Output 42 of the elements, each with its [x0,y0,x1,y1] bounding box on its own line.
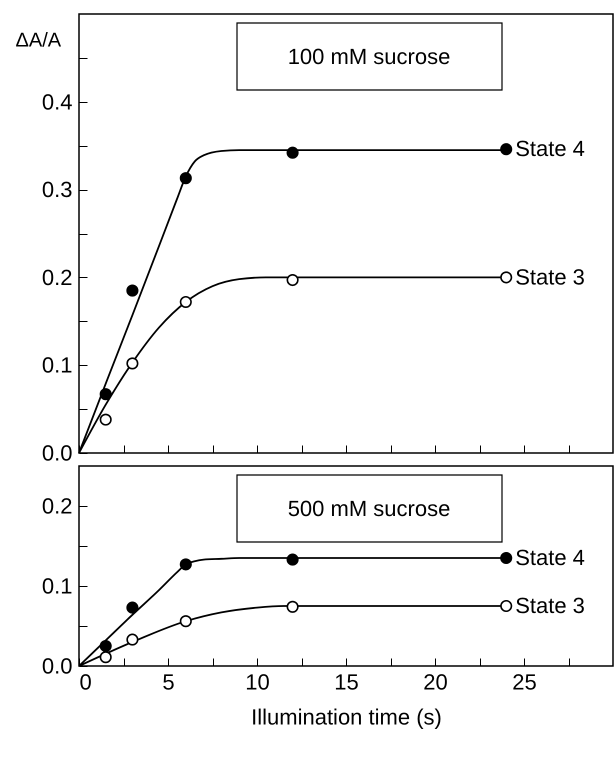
point [286,274,299,286]
point [100,651,112,664]
y-tick-label: 0.2 [42,494,72,518]
point [500,143,512,156]
series-label: State 3 [515,264,585,290]
y-tick-label: 0.4 [42,89,72,114]
annotation: 500 mM sucrose [288,496,450,521]
point [100,640,112,652]
x-tick-label: 25 [512,670,537,694]
point [126,284,138,297]
series-label: State 3 [515,593,585,618]
x-axis-title: Illumination time (s) [251,704,442,730]
point [180,558,192,570]
y-tick-label: 0.2 [42,264,72,290]
point [126,357,138,370]
x-tick-label: 15 [334,670,359,694]
x-tick-label: 5 [162,670,175,694]
y-tick-label: 0.0 [42,654,72,678]
point [126,602,138,614]
point [180,615,192,628]
x-tick-label: 0 [80,670,92,694]
point [180,172,192,184]
y-axis-title: ΔA/A [16,30,62,52]
x-tick-label: 20 [423,670,448,694]
annotation: 100 mM sucrose [288,44,450,69]
point [180,296,192,308]
point [500,552,512,564]
point [286,146,299,159]
point [100,414,112,426]
point [100,388,112,400]
series-label: State 4 [515,136,585,162]
point [286,600,299,613]
y-tick-label: 0.3 [42,177,72,202]
point [500,271,512,284]
point [500,600,512,612]
point [286,554,299,566]
x-tick-label: 10 [245,670,270,694]
y-tick-label: 0.1 [42,574,72,598]
y-tick-label: 0.1 [42,352,72,378]
y-tick-label: 0.0 [42,440,72,466]
series-label: State 4 [515,545,585,570]
point [126,634,138,646]
